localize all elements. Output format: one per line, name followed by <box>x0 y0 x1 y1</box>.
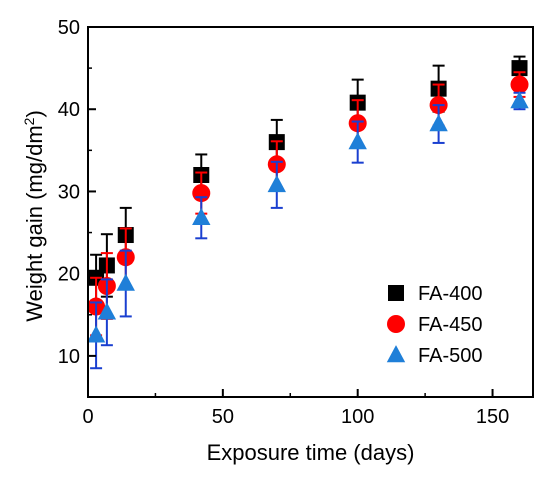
x-axis-label: Exposure time (days) <box>207 440 415 465</box>
x-tick-label: 50 <box>212 406 234 428</box>
y-tick-label: 40 <box>58 99 80 121</box>
x-tick-label: 100 <box>341 406 374 428</box>
legend-marker-triangle <box>386 345 406 363</box>
x-tick-label: 150 <box>476 406 509 428</box>
data-point-triangle <box>510 91 529 109</box>
legend-label: FA-450 <box>418 314 482 336</box>
y-axis-label: Weight gain (mg/dm2) <box>21 110 47 322</box>
data-point-triangle <box>86 325 106 343</box>
y-axis-label-main: Weight gain (mg/dm <box>22 125 47 321</box>
legend-item-fa-500: FA-500 <box>386 345 482 367</box>
y-tick-label: 50 <box>58 17 80 39</box>
legend-marker-square <box>388 285 404 301</box>
data-point-triangle <box>116 273 135 291</box>
legend-item-fa-450: FA-450 <box>387 314 482 336</box>
y-tick-label: 30 <box>58 181 80 203</box>
y-axis-label-superscript: 2 <box>21 117 37 125</box>
legend-item-fa-400: FA-400 <box>388 283 482 305</box>
plot-frame <box>87 26 534 398</box>
data-point-triangle <box>97 302 117 320</box>
x-tick-label: 0 <box>82 406 93 428</box>
data-point-triangle <box>192 207 211 225</box>
legend-marker-circle <box>387 315 405 333</box>
data-point-triangle <box>267 174 286 193</box>
legend-label: FA-400 <box>418 283 482 305</box>
data-point-circle <box>510 75 529 94</box>
y-axis-label-end: ) <box>22 110 47 117</box>
y-tick-label: 10 <box>58 346 80 368</box>
y-tick-label: 20 <box>58 264 80 286</box>
data-point-triangle <box>429 114 448 132</box>
data-point-triangle <box>348 132 367 150</box>
legend-label: FA-500 <box>418 345 482 367</box>
legend: FA-400 FA-450 FA-500 <box>386 283 482 367</box>
axis-ticks: 0 50 100 150 10 20 30 40 50 <box>58 17 509 428</box>
series-fa-500 <box>86 91 529 370</box>
data-marks <box>86 55 529 370</box>
